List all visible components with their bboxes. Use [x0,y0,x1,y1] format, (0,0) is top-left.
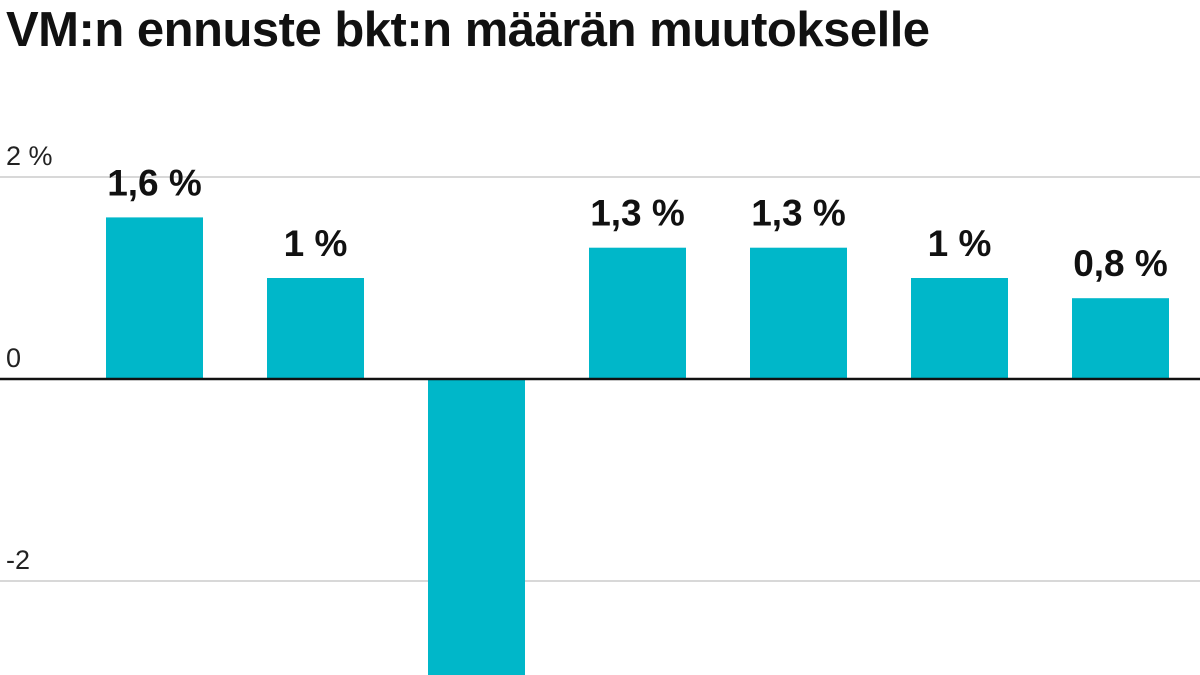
bars [106,217,1169,675]
bar [911,278,1008,379]
y-axis-ticks: 2 % 0 -2 [6,141,53,575]
bar [106,217,203,379]
y-tick-label: 0 [6,343,21,373]
bar [1072,298,1169,379]
data-label: 1 % [284,223,348,264]
bar [428,379,525,675]
data-label: 1,3 % [751,193,846,234]
data-label: 1,6 % [107,162,202,203]
bar [267,278,364,379]
y-tick-label: 2 % [6,141,53,171]
bar [589,247,686,379]
data-label: 1 % [928,223,992,264]
bar [750,247,847,379]
gridlines [0,176,1200,582]
data-label: 1,3 % [590,193,685,234]
data-labels: 1,6 % 1 % 1,3 % 1,3 % 1 % 0,8 % [107,162,1168,284]
chart-title: VM:n ennuste bkt:n määrän muutokselle [6,3,930,57]
data-label: 0,8 % [1073,243,1168,284]
y-tick-label: -2 [6,545,30,575]
